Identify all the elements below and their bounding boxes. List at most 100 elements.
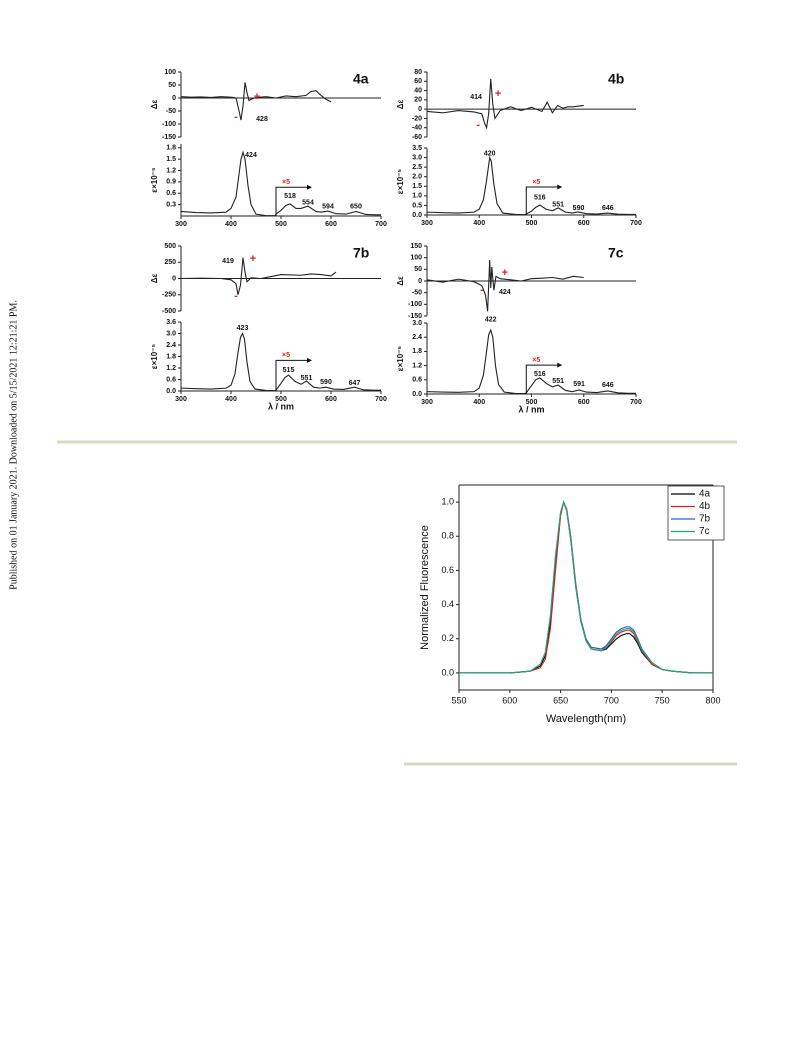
annotation: 414 <box>470 94 482 101</box>
y-tick-label: 1.5 <box>166 156 176 163</box>
x-tick-label: 500 <box>526 399 538 406</box>
y-tick-label: -100 <box>162 121 176 128</box>
x-tick-label: 600 <box>502 695 517 705</box>
legend-label: 7c <box>699 526 710 537</box>
y-tick-label: 50 <box>414 266 422 273</box>
y-tick-label: 1.2 <box>166 167 176 174</box>
y-axis-label: Δε <box>396 100 405 110</box>
x-tick-label: 500 <box>275 221 287 228</box>
y-tick-label: 0.5 <box>412 202 422 209</box>
x-tick-label: 400 <box>473 220 485 227</box>
y-tick-label: 0.0 <box>166 388 176 395</box>
arrow-head <box>307 184 312 190</box>
y-tick-label: 40 <box>414 87 422 94</box>
x-tick-label: 650 <box>553 695 568 705</box>
chart: -60 -40 -20 0 20 40 60 80 4b Δε 414 + - <box>396 69 636 141</box>
annotation: ×5 <box>532 179 540 186</box>
annotation: 419 <box>222 258 234 265</box>
annotation: + <box>495 88 501 100</box>
y-tick-label: 0.8 <box>441 531 454 541</box>
y-tick-label: 2.4 <box>412 334 422 341</box>
chart: 0.3 0.6 0.9 1.2 1.5 1.8 300 400 500 600 700 ε×10⁻⁵ 4… <box>150 144 387 228</box>
y-tick-label: 0.0 <box>412 212 422 219</box>
scale-arrow <box>525 186 559 215</box>
y-tick-label: 3.0 <box>166 330 176 337</box>
legend-label: 7b <box>699 514 711 525</box>
annotation: 516 <box>534 371 546 378</box>
y-tick-label: 150 <box>410 243 422 250</box>
y-tick-label: 0.6 <box>166 190 176 197</box>
x-tick-label: 600 <box>325 221 337 228</box>
y-tick-label: -40 <box>412 125 422 132</box>
y-tick-label: -100 <box>408 301 422 308</box>
y-axis-label: Normalized Fluorescence <box>419 525 431 650</box>
y-tick-label: -50 <box>412 290 422 297</box>
panel-title: 4a <box>353 71 369 87</box>
y-tick-label: -60 <box>412 134 422 141</box>
y-tick-label: 100 <box>410 255 422 262</box>
scale-arrow <box>275 186 308 216</box>
y-tick-label: 1.8 <box>412 348 422 355</box>
annotation: 518 <box>284 193 296 200</box>
x-tick-label: 400 <box>473 399 485 406</box>
x-tick-label: 300 <box>175 396 187 403</box>
annotation: 554 <box>302 200 314 207</box>
y-tick-label: -500 <box>162 308 176 315</box>
annotation: - <box>480 284 484 296</box>
y-tick-label: 1.2 <box>412 362 422 369</box>
legend-label: 4b <box>699 501 711 512</box>
y-tick-label: -250 <box>162 292 176 299</box>
y-tick-label: 0.6 <box>441 565 454 575</box>
spectrum-line <box>426 259 584 312</box>
x-tick-label: 600 <box>325 396 337 403</box>
y-tick-label: 0.6 <box>412 377 422 384</box>
y-axis-label: Δε <box>396 276 405 286</box>
annotation: + <box>502 267 508 279</box>
sidebar-text: Published on 01 January 2021. Downloaded… <box>8 300 19 590</box>
x-axis-label: λ / nm <box>518 404 544 414</box>
annotation: 646 <box>602 382 614 389</box>
y-tick-label: 2.5 <box>412 164 422 171</box>
y-tick-label: 1.8 <box>166 145 176 152</box>
annotation: + <box>254 91 260 103</box>
y-tick-label: 20 <box>414 97 422 104</box>
annotation: 515 <box>283 367 295 374</box>
annotation: 551 <box>552 378 564 385</box>
y-tick-label: -20 <box>412 115 422 122</box>
x-tick-label: 300 <box>421 399 433 406</box>
chart: 0.0 0.6 1.2 1.8 2.4 3.0 3.6 300 400 500 600 700 ε×10… <box>150 319 387 412</box>
x-tick-label: 400 <box>225 396 237 403</box>
x-tick-label: 700 <box>630 220 642 227</box>
annotation: 646 <box>602 205 614 212</box>
annotation: 551 <box>301 375 313 382</box>
y-axis-label: ε×10⁻⁵ <box>396 346 405 372</box>
y-tick-label: 60 <box>414 78 422 85</box>
y-tick-label: 50 <box>168 82 176 89</box>
y-tick-label: 1.8 <box>166 353 176 360</box>
annotation: 420 <box>484 151 496 158</box>
arrow-head <box>307 357 312 363</box>
annotation: - <box>234 111 238 123</box>
annotation: 428 <box>256 116 268 123</box>
y-axis-label: ε×10⁻⁵ <box>150 167 159 193</box>
y-tick-label: 80 <box>414 69 422 76</box>
y-tick-label: 0 <box>172 275 176 282</box>
x-tick-label: 500 <box>526 220 538 227</box>
x-tick-label: 400 <box>225 221 237 228</box>
y-tick-label: -50 <box>166 108 176 115</box>
panel-title: 7c <box>608 245 624 261</box>
annotation: 423 <box>237 325 249 332</box>
arrow-head <box>557 184 563 190</box>
legend-label: 4a <box>699 489 711 500</box>
y-tick-label: 3.0 <box>412 154 422 161</box>
annotation: + <box>250 253 256 265</box>
annotation: 424 <box>245 152 257 159</box>
y-tick-label: 1.2 <box>166 365 176 372</box>
x-axis-label: Wavelength(nm) <box>546 713 626 725</box>
panel-title: 7b <box>353 245 369 261</box>
annotation: ×5 <box>532 357 540 364</box>
spectrum-line <box>180 82 332 121</box>
y-axis-label: Δε <box>150 274 159 284</box>
x-tick-label: 700 <box>375 221 387 228</box>
